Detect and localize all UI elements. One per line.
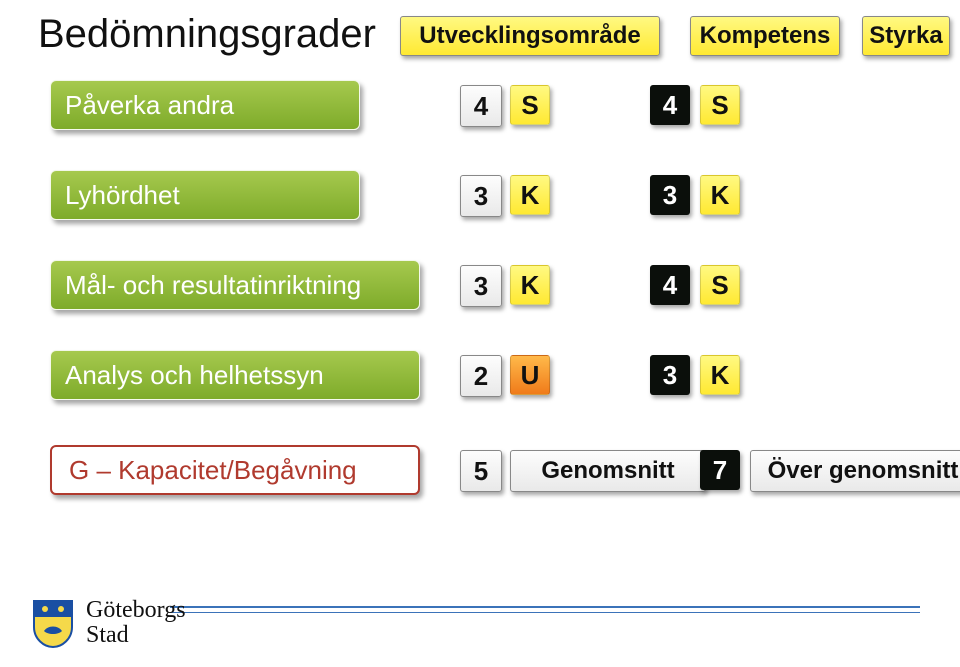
logo: Göteborgs Stad [30, 597, 186, 649]
shield-icon [30, 597, 76, 649]
score-num: 3 [460, 265, 502, 307]
summary-text: Genomsnitt [510, 450, 706, 492]
summary-text: Över genomsnitt [750, 450, 960, 492]
page-title: Bedömningsgrader [38, 12, 376, 57]
score-num-dark: 4 [650, 265, 690, 305]
summary-num: 5 [460, 450, 502, 492]
score-num: 4 [460, 85, 502, 127]
score-letter: K [510, 175, 550, 215]
score-letter: S [510, 85, 550, 125]
logo-line1: Göteborgs [86, 598, 186, 623]
score-letter: U [510, 355, 550, 395]
row-label: Påverka andra [50, 80, 360, 130]
summary-label: G – Kapacitet/Begåvning [50, 445, 420, 495]
row-label: Mål- och resultatinriktning [50, 260, 420, 310]
header-kompetens: Kompetens [690, 16, 840, 56]
score-num: 2 [460, 355, 502, 397]
score-num-dark: 3 [650, 175, 690, 215]
score-num-dark: 4 [650, 85, 690, 125]
divider-rule [170, 606, 920, 613]
score-letter: K [510, 265, 550, 305]
score-num-dark: 3 [650, 355, 690, 395]
score-letter: S [700, 85, 740, 125]
header-styrka: Styrka [862, 16, 950, 56]
row-label: Lyhördhet [50, 170, 360, 220]
score-num: 3 [460, 175, 502, 217]
logo-line2: Stad [86, 623, 186, 648]
score-letter: K [700, 355, 740, 395]
score-letter: K [700, 175, 740, 215]
score-letter: S [700, 265, 740, 305]
logo-text: Göteborgs Stad [86, 598, 186, 648]
row-label: Analys och helhetssyn [50, 350, 420, 400]
header-utvecklingsomrade: Utvecklingsområde [400, 16, 660, 56]
summary-num-dark: 7 [700, 450, 740, 490]
